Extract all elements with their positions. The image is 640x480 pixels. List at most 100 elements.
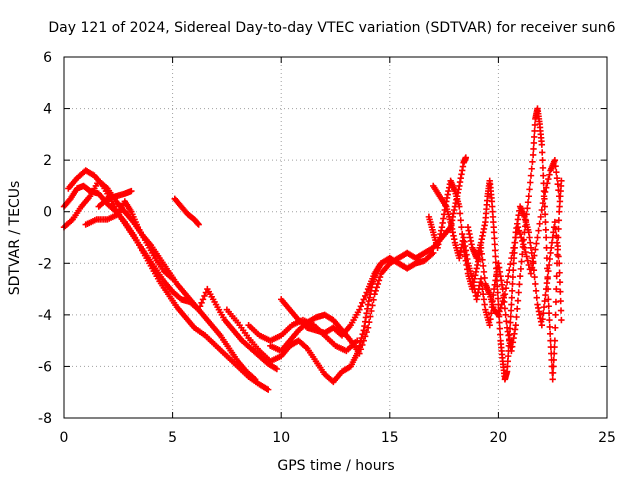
data-point [513, 313, 520, 321]
data-point [545, 267, 552, 275]
y-tick-label: -2 [38, 256, 52, 272]
series-track-l [464, 177, 565, 383]
data-point [507, 319, 514, 326]
data-point [553, 285, 560, 293]
y-tick-label: 4 [43, 102, 52, 118]
data-point [195, 221, 202, 228]
data-point [516, 272, 524, 280]
data-point [558, 177, 565, 184]
data-point [529, 158, 536, 166]
data-point [496, 319, 503, 326]
data-point [551, 218, 559, 226]
chart-title: Day 121 of 2024, Sidereal Day-to-day VTE… [48, 20, 615, 36]
data-point [534, 234, 541, 241]
data-point [540, 303, 548, 311]
data-point [506, 325, 514, 332]
y-tick-label: 6 [43, 50, 52, 66]
data-point [542, 184, 550, 191]
data-point [546, 323, 554, 331]
data-point [531, 121, 539, 129]
data-point [525, 261, 533, 269]
data-point [479, 256, 486, 264]
data-point [542, 234, 550, 241]
data-point [503, 278, 511, 286]
y-axis-label: SDTVAR / TECUs [7, 181, 23, 296]
data-point [545, 175, 552, 183]
data-point [462, 154, 470, 161]
y-tick-label: 2 [43, 153, 52, 169]
data-point [508, 254, 515, 262]
data-point [515, 289, 522, 296]
data-point [492, 259, 500, 266]
data-point [359, 299, 366, 307]
data-point [367, 313, 374, 320]
data-point [360, 337, 367, 344]
data-point [459, 237, 467, 245]
data-point [506, 331, 513, 338]
data-point [512, 234, 519, 241]
data-point [532, 246, 539, 253]
data-point [546, 330, 554, 337]
data-point [515, 227, 523, 234]
data-point [507, 307, 515, 314]
data-point [540, 309, 547, 317]
data-point [459, 230, 466, 238]
data-point [525, 193, 533, 200]
tick-labels: 0 5 10 15 20 25 -8 -6 -4 -2 0 2 4 6 [38, 50, 616, 446]
data-point [552, 324, 559, 331]
data-point [486, 321, 493, 329]
data-point [529, 258, 537, 265]
data-point [553, 232, 560, 239]
data-point [556, 269, 563, 276]
data-point [538, 206, 546, 214]
data-point [539, 199, 547, 207]
data-point [524, 257, 531, 264]
series-track-f [171, 195, 202, 228]
data-point [479, 262, 487, 270]
data-point [531, 273, 538, 281]
data-point [519, 251, 526, 258]
data-point [128, 187, 135, 195]
data-point [361, 292, 369, 300]
data-point [507, 260, 514, 268]
data-point [491, 241, 498, 248]
data-point [456, 203, 463, 210]
data-point [507, 313, 514, 320]
data-point [516, 230, 524, 238]
data-point [497, 331, 504, 338]
data-point [504, 272, 512, 280]
data-point [533, 240, 540, 247]
data-point [199, 296, 207, 303]
data-point [529, 151, 537, 159]
data-point [363, 328, 370, 336]
data-point [372, 287, 379, 294]
data-point [509, 280, 516, 288]
series-track-g [223, 260, 385, 386]
data-point [493, 277, 501, 284]
data-point [458, 223, 465, 231]
data-point [509, 249, 516, 257]
y-tick-label: 0 [43, 205, 52, 221]
data-point [511, 239, 518, 246]
data-point [544, 273, 551, 281]
data-point [550, 363, 557, 370]
data-point [498, 301, 505, 308]
data-point [532, 287, 540, 294]
data-point [273, 365, 281, 373]
data-point [375, 277, 383, 284]
data-point [354, 337, 361, 344]
data-points [60, 105, 565, 393]
data-point [528, 264, 536, 271]
data-point [518, 234, 525, 241]
data-point [370, 296, 377, 304]
series-track-j [245, 316, 361, 355]
x-tick-label: 20 [489, 430, 507, 446]
data-point [552, 311, 559, 319]
data-point [550, 350, 558, 357]
data-point [521, 244, 528, 252]
data-point [538, 321, 546, 329]
data-point [539, 164, 547, 172]
series-track-e [95, 187, 135, 210]
data-point [493, 265, 500, 272]
